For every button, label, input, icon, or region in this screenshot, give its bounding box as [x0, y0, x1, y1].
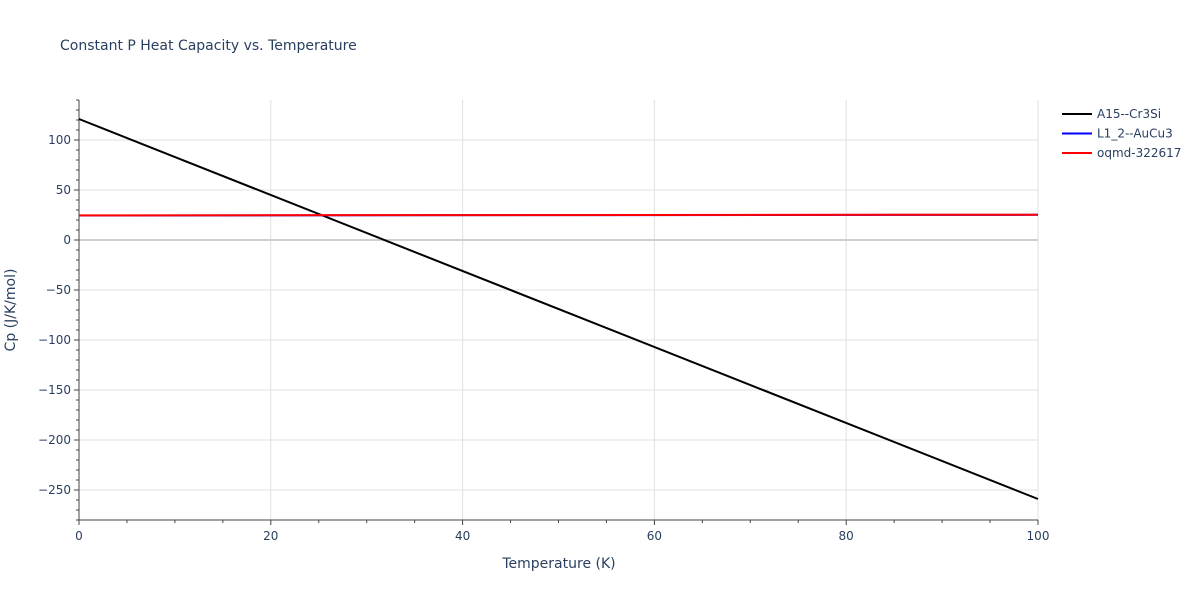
legend[interactable]: A15--Cr3Si L1_2--AuCu3 oqmd-322617	[1062, 107, 1181, 160]
y-tick-label: −50	[46, 283, 71, 297]
y-axis-label: Cp (J/K/mol)	[3, 269, 19, 352]
y-tick-label: 100	[48, 133, 71, 147]
x-tick-label: 0	[75, 529, 83, 543]
y-tick-label: 50	[56, 183, 71, 197]
y-tick-label: −200	[38, 433, 71, 447]
y-tick-label: −150	[38, 383, 71, 397]
x-tick-label: 60	[647, 529, 662, 543]
x-tick-label: 40	[455, 529, 470, 543]
legend-label: L1_2--AuCu3	[1097, 127, 1173, 141]
x-tick-label: 100	[1027, 529, 1050, 543]
legend-item[interactable]: oqmd-322617	[1062, 146, 1181, 160]
x-tick-label: 20	[263, 529, 278, 543]
grid	[79, 100, 1039, 520]
series-line-oqmd-322617	[78, 213, 1039, 217]
series-line-A15--Cr3Si	[78, 118, 1039, 500]
x-tick-label: 80	[839, 529, 854, 543]
y-tick-label: 0	[63, 233, 71, 247]
axes: 0 20 40 60 80 100 100 50 0 −50 −100 −150 −200 −250	[38, 99, 1050, 543]
y-tick-label: −100	[38, 333, 71, 347]
legend-item[interactable]: L1_2--AuCu3	[1062, 127, 1173, 141]
legend-item[interactable]: A15--Cr3Si	[1062, 107, 1161, 121]
legend-label: A15--Cr3Si	[1097, 107, 1161, 121]
x-axis-label: Temperature (K)	[501, 556, 615, 572]
series-layer	[78, 118, 1039, 500]
y-tick-label: −250	[38, 483, 71, 497]
chart-title: Constant P Heat Capacity vs. Temperature	[60, 38, 357, 54]
legend-label: oqmd-322617	[1097, 146, 1181, 160]
